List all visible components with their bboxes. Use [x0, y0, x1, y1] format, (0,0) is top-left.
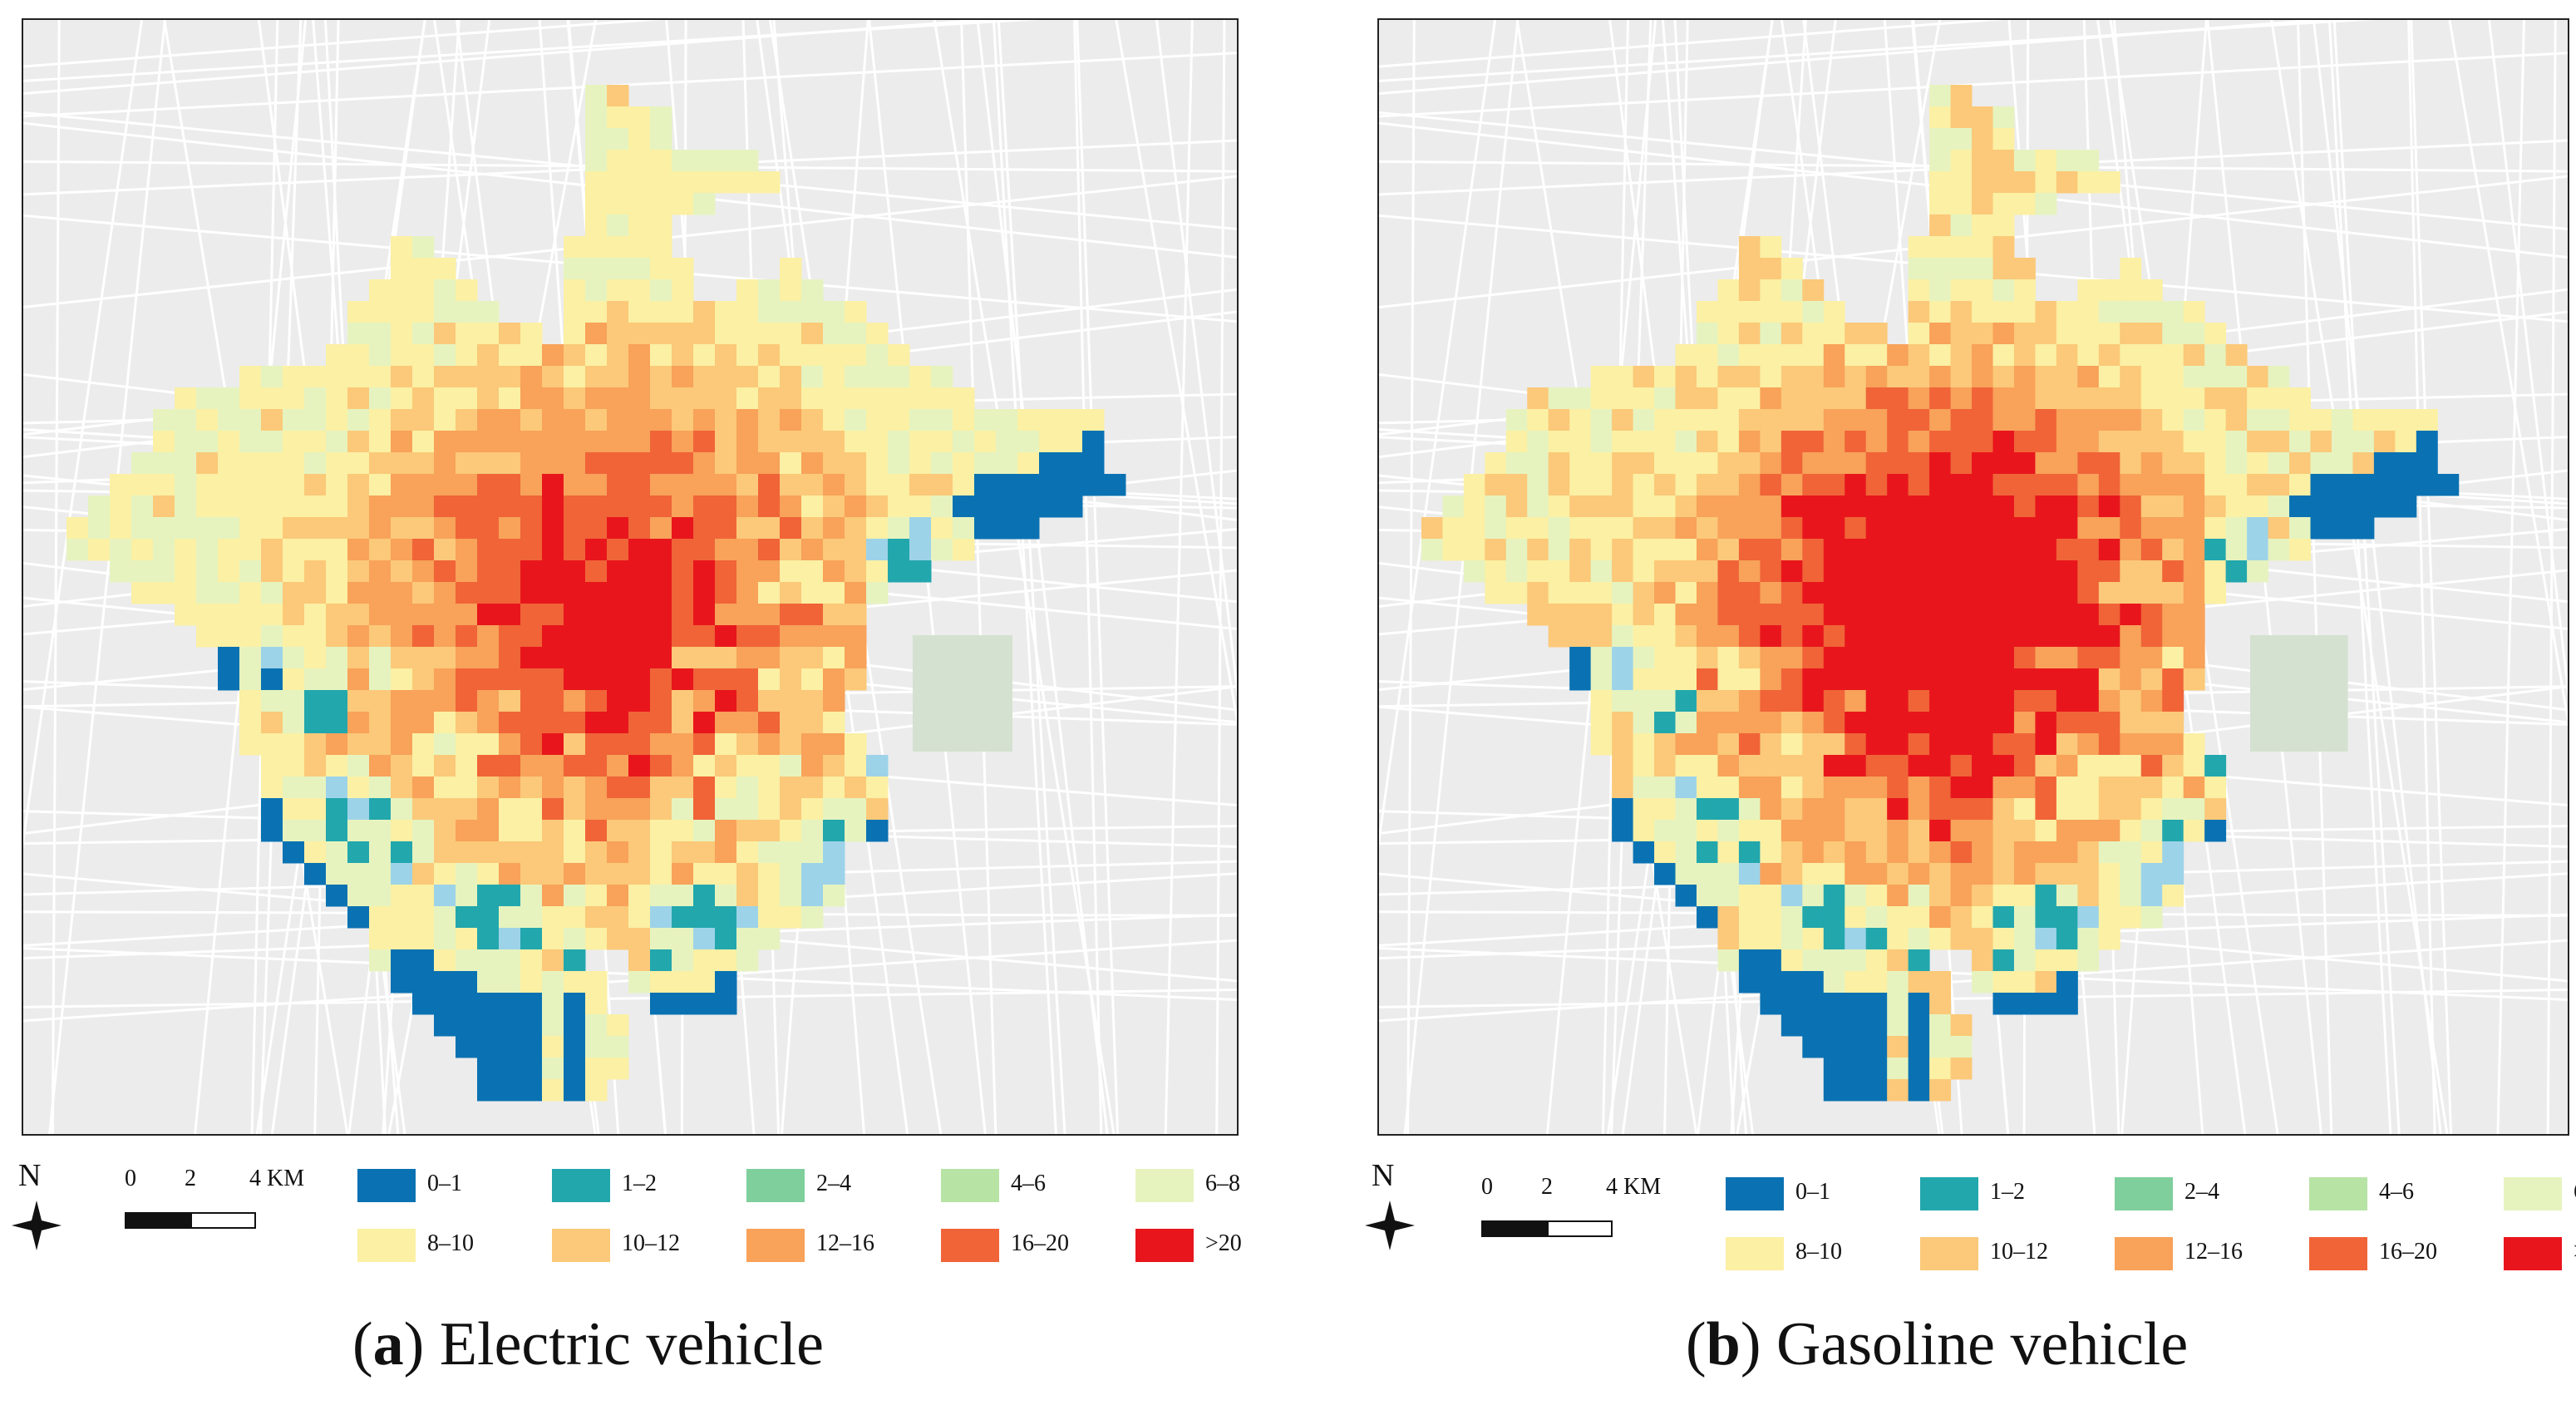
caption-text: Gasoline vehicle [1776, 1310, 2189, 1378]
legend-label: 12–16 [816, 1230, 874, 1256]
legend-swatch [552, 1169, 610, 1202]
caption: (b) Gasoline vehicle [1686, 1310, 2189, 1378]
caption-text: Electric vehicle [439, 1310, 825, 1378]
panel-electric: N 0 2 4 KM 0–1 1–2 2–4 4–6 6–8 8–10 10–12 12–16… [12, 18, 1242, 1378]
legend-swatch [1726, 1237, 1784, 1270]
legend-label: 6–8 [1205, 1171, 1240, 1196]
scale-label-0: 0 [125, 1166, 136, 1191]
legend-swatch [1135, 1169, 1194, 1202]
legend-label: >20 [1205, 1230, 1242, 1256]
legend-swatch [2504, 1177, 2562, 1210]
legend-label: 10–12 [1990, 1239, 2048, 1265]
map-grid [1379, 20, 2568, 1134]
legend-label: 0–1 [427, 1171, 462, 1196]
legend-label: 8–10 [427, 1230, 474, 1256]
legend-swatch [2309, 1237, 2367, 1270]
grid-cells [66, 85, 1126, 1102]
legend-swatch [2309, 1177, 2367, 1210]
park-area [913, 635, 1012, 752]
legend-label: 2–4 [2184, 1179, 2219, 1205]
legend-label: 16–20 [1011, 1230, 1069, 1256]
map-frame [22, 18, 1239, 1136]
legend-label: 8–10 [1795, 1239, 1842, 1265]
legend-swatch [357, 1229, 416, 1262]
scale-bar-graphic [125, 1212, 256, 1229]
legend-label: 4–6 [2379, 1179, 2414, 1205]
scale-bar-graphic [1481, 1220, 1613, 1237]
scale-label-4km: 4 KM [1606, 1174, 1662, 1200]
legend-label: 2–4 [816, 1171, 851, 1196]
legend-swatch [2115, 1237, 2173, 1270]
scale-label-4km: 4 KM [249, 1166, 305, 1191]
panel-gasoline: N 0 2 4 KM 0–1 1–2 2–4 4–6 6–8 8–10 10–12 12–16… [1288, 0, 2576, 1415]
legend-label: 1–2 [1990, 1179, 2025, 1205]
scale-label-2: 2 [1541, 1174, 1553, 1200]
park-area [2250, 635, 2348, 752]
legend-label: 6–8 [2574, 1179, 2576, 1205]
legend-label: 1–2 [622, 1171, 657, 1196]
map-frame [1377, 18, 2569, 1136]
legend-swatch [941, 1169, 999, 1202]
compass-star-icon [1365, 1201, 1415, 1250]
grid-cells [1421, 85, 2460, 1102]
legend-label: 12–16 [2184, 1239, 2243, 1265]
scale-label-2: 2 [185, 1166, 196, 1191]
legend-swatch [746, 1229, 805, 1262]
legend-label: 0–1 [1795, 1179, 1830, 1205]
legend-swatch [941, 1229, 999, 1262]
legend-label: 4–6 [1011, 1171, 1046, 1196]
north-arrow: N [12, 1157, 62, 1257]
scale-bar: 0 2 4 KM [1481, 1174, 1681, 1240]
legend-swatch [552, 1229, 610, 1262]
legend-label: >20 [2574, 1239, 2576, 1265]
north-label: N [1372, 1158, 1395, 1193]
legend-label: 16–20 [2379, 1239, 2437, 1265]
legend-swatch [1920, 1177, 1978, 1210]
north-label: N [18, 1158, 42, 1193]
legend-swatch [2115, 1177, 2173, 1210]
legend-label: 10–12 [622, 1230, 680, 1256]
legend-swatch [357, 1169, 416, 1202]
scale-label-0: 0 [1481, 1174, 1493, 1200]
caption-letter: b [1706, 1310, 1741, 1378]
legend-swatch [1726, 1177, 1784, 1210]
compass-star-icon [12, 1201, 62, 1250]
legend-swatch [1135, 1229, 1194, 1262]
caption-letter: a [372, 1310, 404, 1378]
legend-swatch [746, 1169, 805, 1202]
scale-bar: 0 2 4 KM [125, 1166, 324, 1232]
legend-swatch [2504, 1237, 2562, 1270]
legend-swatch [1920, 1237, 1978, 1270]
map-grid [23, 20, 1237, 1134]
north-arrow: N [1365, 1157, 1415, 1257]
caption: (a) Electric vehicle [352, 1310, 825, 1378]
